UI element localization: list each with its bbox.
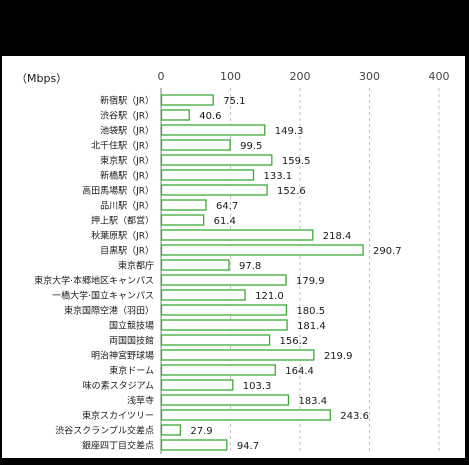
value-label: 64.7 bbox=[216, 201, 238, 212]
bar bbox=[160, 184, 268, 196]
category-label: 味の素スタジアム bbox=[83, 380, 154, 392]
category-label: 秋葉原駅（JR） bbox=[91, 230, 154, 242]
value-label: 94.7 bbox=[237, 441, 259, 452]
value-label: 243.6 bbox=[340, 411, 369, 422]
value-label: 164.4 bbox=[285, 366, 314, 377]
category-label: 品川駅（JR） bbox=[100, 201, 154, 212]
value-label: 61.4 bbox=[214, 216, 236, 227]
value-label: 156.2 bbox=[280, 336, 309, 347]
category-label: 東京都庁 bbox=[118, 260, 154, 272]
x-tick-label: 100 bbox=[220, 70, 241, 83]
category-label: 高田馬場駅（JR） bbox=[82, 185, 154, 197]
bar-chart: （Mbps） 0 100 200 300 400 新宿駅（JR） 渋谷駅（JR） 池袋駅（J… bbox=[16, 70, 450, 454]
bars bbox=[160, 94, 364, 451]
category-label: 渋谷スクランブル交差点 bbox=[55, 425, 154, 437]
value-label: 290.7 bbox=[373, 246, 402, 257]
bar bbox=[160, 259, 230, 271]
value-label: 75.1 bbox=[223, 96, 245, 107]
value-label: 121.0 bbox=[255, 291, 284, 302]
value-label: 218.4 bbox=[323, 231, 352, 242]
category-label: 明治神宮野球場 bbox=[91, 350, 154, 362]
category-label: 東京大学·本郷地区キャンパス bbox=[34, 275, 154, 287]
value-label: 179.9 bbox=[296, 276, 325, 287]
value-label: 133.1 bbox=[264, 171, 293, 182]
bar bbox=[160, 94, 214, 106]
category-label: 東京ドーム bbox=[109, 365, 154, 377]
x-tick-label: 0 bbox=[158, 70, 165, 83]
bar bbox=[160, 214, 205, 226]
bar bbox=[160, 349, 315, 361]
bar bbox=[160, 304, 288, 316]
value-label: 40.6 bbox=[199, 111, 221, 122]
value-label: 180.5 bbox=[296, 306, 325, 317]
chart-frame: （Mbps） 0 100 200 300 400 新宿駅（JR） 渋谷駅（JR） 池袋駅（J… bbox=[2, 56, 465, 458]
x-axis-ticks: 0 100 200 300 400 bbox=[158, 70, 450, 83]
category-label: 両国国技館 bbox=[109, 335, 154, 347]
value-label: 181.4 bbox=[297, 321, 326, 332]
bar bbox=[160, 439, 228, 451]
bar bbox=[160, 379, 234, 391]
category-label: 池袋駅（JR） bbox=[100, 125, 154, 137]
category-label: 新宿駅（JR） bbox=[100, 95, 154, 107]
category-label: 押上駅（都営） bbox=[91, 215, 154, 227]
bar bbox=[160, 124, 266, 136]
bar bbox=[160, 139, 231, 151]
value-label: 97.8 bbox=[239, 261, 261, 272]
bar bbox=[160, 244, 364, 256]
value-label: 183.4 bbox=[298, 396, 327, 407]
bar bbox=[160, 199, 207, 211]
category-label: 新橋駅（JR） bbox=[100, 170, 154, 182]
bar bbox=[160, 409, 331, 421]
bar bbox=[160, 364, 276, 376]
bar bbox=[160, 424, 182, 436]
category-label: 東京駅（JR） bbox=[100, 155, 154, 167]
value-label: 99.5 bbox=[240, 141, 262, 152]
value-label: 149.3 bbox=[275, 126, 304, 137]
value-label: 103.3 bbox=[243, 381, 272, 392]
category-label: 一橋大学·国立キャンパス bbox=[52, 290, 154, 302]
x-tick-label: 300 bbox=[359, 70, 380, 83]
bar bbox=[160, 289, 246, 301]
bar bbox=[160, 109, 190, 121]
category-label: 東京国際空港（羽田） bbox=[64, 305, 154, 317]
bar bbox=[160, 169, 255, 181]
category-label: 渋谷駅（JR） bbox=[100, 110, 154, 122]
category-label: 浅草寺 bbox=[127, 395, 154, 407]
category-label: 東京スカイツリー bbox=[82, 410, 154, 422]
bar bbox=[160, 229, 314, 241]
bar bbox=[160, 394, 290, 406]
bar bbox=[160, 154, 273, 166]
category-label: 目黒駅（JR） bbox=[100, 246, 154, 257]
value-label: 27.9 bbox=[190, 426, 212, 437]
value-label: 159.5 bbox=[282, 156, 311, 167]
x-tick-label: 400 bbox=[429, 70, 450, 83]
value-labels: 75.140.6 149.3 99.5 159.5 133.1 152.6 64.7 61.4… bbox=[190, 96, 401, 452]
category-labels: 新宿駅（JR） 渋谷駅（JR） 池袋駅（JR） 北千住駅（JR） 東京駅（JR） 新橋駅（… bbox=[34, 95, 154, 452]
bar bbox=[160, 334, 271, 346]
unit-label: （Mbps） bbox=[16, 72, 67, 85]
bar bbox=[160, 319, 288, 331]
value-label: 219.9 bbox=[324, 351, 353, 362]
value-label: 152.6 bbox=[277, 186, 306, 197]
category-label: 銀座四丁目交差点 bbox=[82, 440, 154, 452]
x-tick-label: 200 bbox=[290, 70, 311, 83]
bar bbox=[160, 274, 287, 286]
category-label: 国立競技場 bbox=[109, 320, 154, 332]
category-label: 北千住駅（JR） bbox=[91, 140, 154, 152]
